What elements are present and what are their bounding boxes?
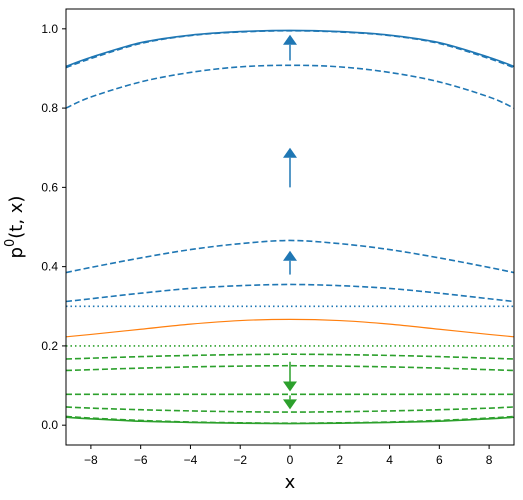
series-blue-dashed-4 <box>66 283 514 303</box>
x-axis-label: x <box>285 472 296 493</box>
arrow-blue-head-2 <box>283 250 297 261</box>
x-tick-label-3: −2 <box>233 453 247 467</box>
y-axis-label-base: p <box>6 247 27 258</box>
y-tick-label-5: 1.0 <box>41 22 58 36</box>
arrow-blue-head-1 <box>283 147 297 158</box>
y-axis-label: p0(t, x) <box>3 196 27 259</box>
tick-layer: −8 −6 −4 −2 0 2 4 6 8 0.0 0.2 0.4 0.6 0.8 1.0 <box>41 22 492 467</box>
x-tick-label-1: −6 <box>134 453 148 467</box>
x-tick-label-8: 8 <box>486 453 493 467</box>
y-tick-label-1: 0.2 <box>41 339 58 353</box>
series-orange-solid-6 <box>66 318 514 338</box>
y-axis-label-sup: 0 <box>3 239 18 247</box>
series-green-dashed-8 <box>66 353 514 360</box>
arrow-green-head-4 <box>283 399 297 410</box>
series-blue-dashed-3 <box>66 239 514 274</box>
x-tick-label-4: 0 <box>287 453 294 467</box>
y-axis-label-rest: (t, x) <box>6 196 27 239</box>
y-tick-label-2: 0.4 <box>41 260 58 274</box>
x-tick-label-7: 6 <box>436 453 443 467</box>
x-tick-label-5: 2 <box>336 453 343 467</box>
x-tick-label-6: 4 <box>386 453 393 467</box>
series-green-dashed-12 <box>66 415 514 425</box>
series-green-dashed-9 <box>66 364 514 372</box>
y-tick-label-4: 0.8 <box>41 101 58 115</box>
series-layer <box>66 29 514 425</box>
x-tick-label-2: −4 <box>184 453 198 467</box>
series-green-solid-13 <box>66 416 514 425</box>
arrow-blue-head-0 <box>283 34 297 45</box>
series-blue-dashed-2 <box>66 64 514 109</box>
arrow-green-head-3 <box>283 381 297 392</box>
series-blue-dashed-1 <box>66 29 514 69</box>
x-tick-label-0: −8 <box>84 453 98 467</box>
y-tick-label-3: 0.6 <box>41 180 58 194</box>
arrow-layer <box>283 34 297 410</box>
series-green-dashed-11 <box>66 406 514 413</box>
y-tick-label-0: 0.0 <box>41 418 58 432</box>
